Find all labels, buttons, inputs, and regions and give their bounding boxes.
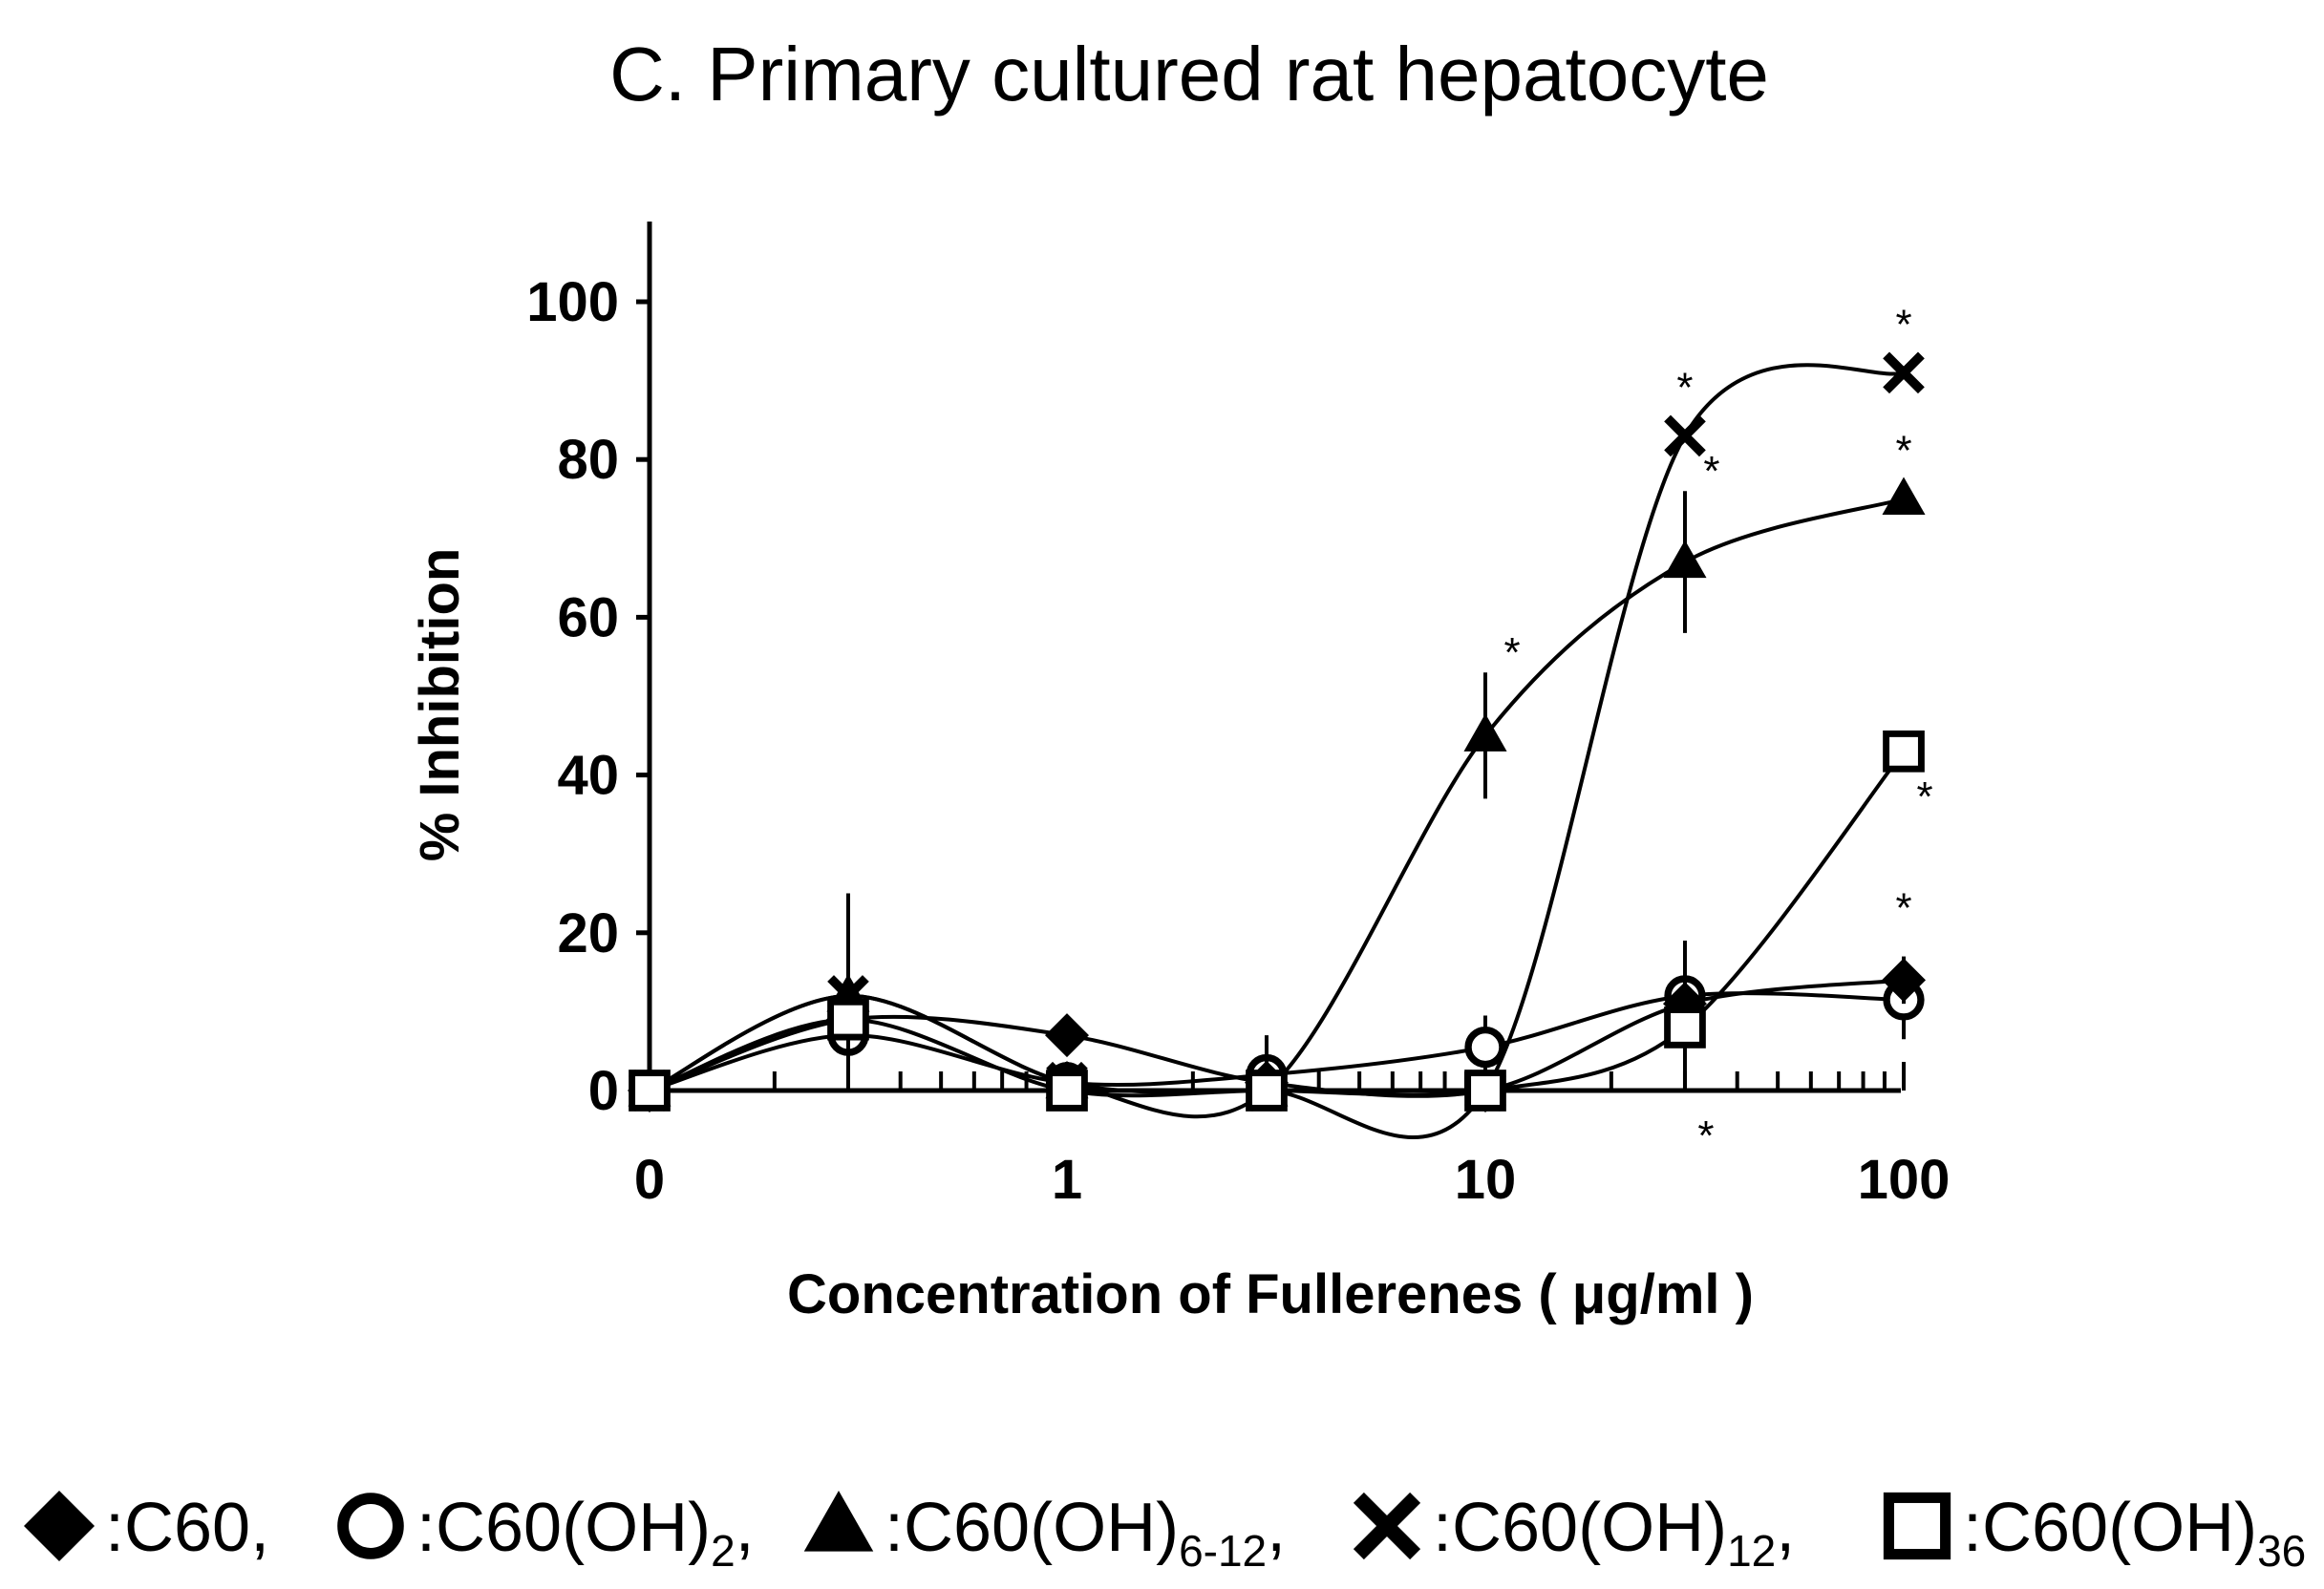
legend-name: C60(OH): [436, 1490, 711, 1566]
plot-area: *** *****: [628, 301, 1933, 1159]
legend-prefix: :: [885, 1490, 904, 1566]
legend-prefix: :: [105, 1490, 124, 1566]
significance-star: *: [1895, 301, 1911, 348]
legend-prefix: :: [416, 1490, 436, 1566]
legend-item-x: :C60(OH)12,: [1353, 1490, 1795, 1576]
square-marker: [1046, 1070, 1088, 1112]
y-tick-label: 60: [557, 586, 619, 648]
significance-star: *: [1916, 773, 1932, 820]
legend-subscript: 6-12: [1179, 1526, 1267, 1576]
legend-label: :C60(OH)6-12,: [885, 1490, 1286, 1576]
series-triangle: * * *: [628, 428, 1926, 1119]
x-marker: [1883, 351, 1925, 394]
circle-marker: [1464, 1026, 1506, 1069]
x-marker: [1664, 414, 1706, 457]
legend-label: :C60(OH)12,: [1433, 1490, 1795, 1576]
square-marker: [1246, 1070, 1288, 1112]
legend-prefix: :: [1963, 1490, 1982, 1566]
square-marker: [629, 1070, 671, 1112]
legend-name: C60(OH): [904, 1490, 1179, 1566]
triangle-marker: [1463, 713, 1507, 752]
square-marker: [1883, 730, 1925, 773]
y-axis-label: % Inhibition: [409, 548, 471, 862]
significance-star: *: [1676, 364, 1693, 411]
square-marker: [1664, 1006, 1706, 1049]
significance-star: *: [1895, 885, 1911, 932]
square-legend-icon: [1883, 1492, 1951, 1560]
significance-star: *: [1697, 1112, 1714, 1159]
legend-item-diamond: :C60,: [24, 1490, 269, 1566]
significance-star: *: [1503, 629, 1520, 676]
legend-item-circle: :C60(OH)2,: [337, 1490, 755, 1576]
x-tick-label: 100: [1858, 1149, 1951, 1211]
chart-title: C. Primary cultured rat hepatocyte: [609, 32, 1769, 117]
legend-subscript: 36: [2257, 1526, 2306, 1576]
x-tick-label: 1: [1052, 1149, 1082, 1211]
legend-item-triangle: :C60(OH)6-12,: [803, 1490, 1286, 1576]
diamond-marker: [1045, 1013, 1089, 1058]
square-marker: [1464, 1070, 1506, 1112]
x-tick-label: 10: [1455, 1149, 1517, 1211]
legend-name: C60: [124, 1490, 250, 1566]
y-tick-label: 40: [557, 745, 619, 807]
legend-prefix: :: [1433, 1490, 1452, 1566]
axes: 0 20 40 60 80 100 0 1 10 100: [526, 222, 1950, 1211]
y-tick-label: 80: [557, 429, 619, 491]
triangle-marker: [1663, 540, 1707, 579]
y-tick-label: 0: [588, 1060, 619, 1122]
significance-star: *: [1703, 448, 1719, 495]
y-tick-label: 20: [557, 902, 619, 964]
legend-label: :C60(OH)36: [1963, 1490, 2306, 1576]
x-axis-label: Concentration of Fullerenes ( μg/ml ): [787, 1263, 1754, 1325]
series-x: **: [629, 301, 1925, 1139]
x-tick-label: 0: [634, 1149, 665, 1211]
circle-legend-icon: [337, 1493, 404, 1559]
legend: :C60,:C60(OH)2,:C60(OH)6-12,:C60(OH)12,:…: [24, 1490, 2306, 1576]
legend-label: :C60(OH)2,: [416, 1490, 755, 1576]
y-tick-label: 100: [526, 271, 619, 333]
x-legend-icon: [1353, 1492, 1421, 1560]
diamond-legend-icon: [24, 1491, 95, 1561]
triangle-legend-icon: [803, 1491, 874, 1552]
legend-subscript: 2: [711, 1526, 736, 1576]
legend-suffix: ,: [1267, 1490, 1286, 1566]
legend-name: C60(OH): [1982, 1490, 2257, 1566]
legend-item-square: :C60(OH)36: [1883, 1490, 2306, 1576]
legend-suffix: ,: [1776, 1490, 1795, 1566]
legend-name: C60(OH): [1452, 1490, 1727, 1566]
legend-suffix: ,: [736, 1490, 755, 1566]
diamond-marker: [1882, 958, 1926, 1003]
legend-label: :C60,: [105, 1490, 269, 1566]
significance-star: *: [1895, 428, 1911, 475]
legend-subscript: 12: [1727, 1526, 1776, 1576]
square-marker: [827, 998, 869, 1041]
series-square: **: [629, 730, 1933, 1159]
legend-suffix: ,: [250, 1490, 269, 1566]
triangle-marker: [1882, 477, 1926, 516]
